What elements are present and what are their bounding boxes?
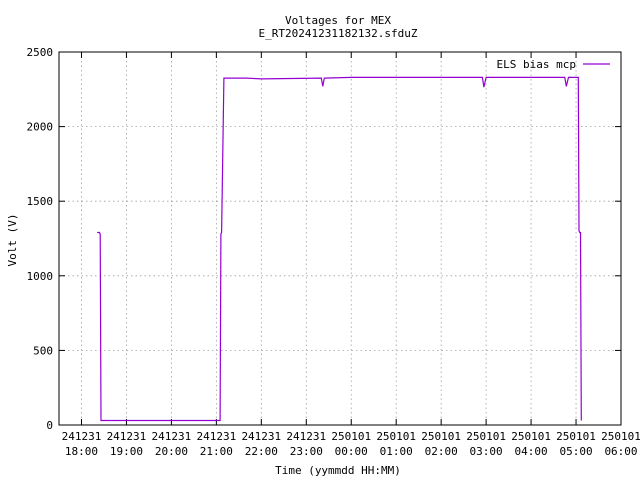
chart-subtitle: E_RT20241231182132.sfduZ [259, 27, 418, 40]
y-axis-label: Volt (V) [6, 214, 19, 267]
x-axis-label: Time (yymmdd HH:MM) [275, 464, 401, 477]
x-tick-label: 250101 [601, 430, 640, 443]
x-tick-label: 241231 [286, 430, 326, 443]
x-tick-label: 250101 [556, 430, 596, 443]
y-tick-label: 500 [33, 344, 53, 357]
x-tick-label: 241231 [62, 430, 102, 443]
x-tick-label: 06:00 [604, 445, 637, 458]
chart-title: Voltages for MEX [285, 14, 391, 27]
x-tick-label: 250101 [376, 430, 416, 443]
x-tick-label: 241231 [152, 430, 192, 443]
x-tick-label: 250101 [421, 430, 461, 443]
x-tick-label: 241231 [241, 430, 281, 443]
x-tick-label: 250101 [331, 430, 371, 443]
x-tick-label: 21:00 [200, 445, 233, 458]
y-tick-label: 1000 [27, 270, 54, 283]
x-tick-label: 20:00 [155, 445, 188, 458]
x-axis: 241231 18:00 241231 19:00 241231 20:00 241231 2… [62, 52, 640, 458]
series-line [97, 76, 582, 422]
x-tick-label: 23:00 [290, 445, 323, 458]
x-tick-label: 02:00 [425, 445, 458, 458]
grid [59, 52, 621, 425]
legend-label: ELS bias mcp [497, 58, 576, 71]
x-tick-label: 250101 [511, 430, 551, 443]
x-tick-label: 241231 [196, 430, 236, 443]
plot-frame [58, 51, 622, 426]
x-tick-label: 250101 [466, 430, 506, 443]
x-tick-label: 05:00 [559, 445, 592, 458]
x-tick-label: 04:00 [515, 445, 548, 458]
y-axis: 0 500 1000 1500 2000 2500 [27, 46, 621, 432]
series-layer [97, 76, 582, 422]
x-tick-label: 00:00 [335, 445, 368, 458]
y-tick-label: 0 [46, 419, 53, 432]
x-tick-label: 241231 [107, 430, 147, 443]
x-tick-label: 19:00 [110, 445, 143, 458]
x-tick-label: 22:00 [245, 445, 278, 458]
y-tick-label: 2500 [27, 46, 54, 59]
legend: ELS bias mcp [497, 58, 610, 71]
y-tick-label: 1500 [27, 195, 54, 208]
y-tick-label: 2000 [27, 121, 54, 134]
x-tick-label: 18:00 [65, 445, 98, 458]
x-tick-label: 01:00 [380, 445, 413, 458]
x-tick-label: 03:00 [470, 445, 503, 458]
